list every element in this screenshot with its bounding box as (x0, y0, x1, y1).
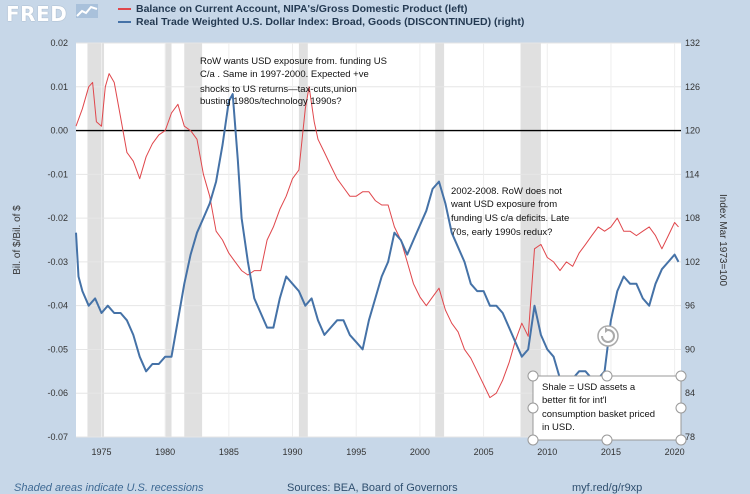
legend-item-current-account: Balance on Current Account, NIPA's/Gross… (118, 3, 468, 15)
x-tick-label: 2020 (665, 447, 685, 457)
footer-recession-note: Shaded areas indicate U.S. recessions (14, 482, 204, 494)
resize-handle[interactable] (601, 434, 613, 446)
resize-handle[interactable] (527, 434, 539, 446)
left-tick-label: -0.05 (47, 344, 68, 354)
right-tick-label: 114 (685, 169, 699, 179)
recession-band (87, 43, 105, 437)
x-tick-label: 1980 (155, 447, 175, 457)
left-tick-label: 0.01 (50, 82, 68, 92)
right-axis-ticks: 132 126 120 114 108 102 96 90 84 78 (685, 38, 700, 442)
annotation-line: in USD. (542, 422, 575, 433)
series-line-dollar-index (75, 93, 680, 387)
x-tick-label: 1985 (219, 447, 239, 457)
resize-handle[interactable] (675, 402, 687, 414)
resize-handles[interactable] (527, 370, 687, 446)
left-tick-label: -0.04 (47, 301, 68, 311)
left-tick-label: -0.06 (47, 388, 68, 398)
annotation-3[interactable]: Shale = USD assets a better fit for int'… (527, 325, 687, 446)
right-axis-label: Index Mar 1973=100 (717, 194, 728, 286)
right-tick-label: 102 (685, 257, 700, 267)
right-tick-label: 108 (685, 213, 700, 223)
annotation-line: better fit for int'l (542, 395, 607, 406)
x-tick-label: 1995 (346, 447, 366, 457)
legend-label: Real Trade Weighted U.S. Dollar Index: B… (136, 16, 525, 28)
left-tick-label: -0.03 (47, 257, 68, 267)
logo-chart-icon (76, 4, 98, 18)
legend-item-dollar-index: Real Trade Weighted U.S. Dollar Index: B… (118, 16, 524, 28)
legend-swatch-red (118, 8, 131, 11)
annotation-line: Shale = USD assets a (542, 382, 636, 393)
left-tick-label: -0.07 (47, 432, 68, 442)
fred-logo: FRED (6, 2, 68, 26)
series-lines (75, 73, 680, 399)
annotation-line: funding US c/a deficits. Late (451, 213, 569, 224)
series-line-current-account (75, 73, 679, 399)
x-tick-label: 2000 (410, 447, 430, 457)
x-tick-label: 2015 (601, 447, 621, 457)
x-tick-label: 2005 (474, 447, 494, 457)
resize-handle[interactable] (675, 434, 687, 446)
left-axis-ticks: 0.02 0.01 0.00 -0.01 -0.02 -0.03 -0.04 -0.05 -0.… (47, 38, 68, 442)
recession-band (435, 43, 445, 437)
right-tick-label: 90 (685, 344, 695, 354)
left-tick-label: 0.00 (50, 126, 68, 136)
recession-shading (87, 43, 541, 437)
annotation-1: RoW wants USD exposure from. funding US … (200, 56, 387, 107)
annotation-line: want USD exposure from (450, 199, 557, 210)
x-axis-ticks: 1975 1980 1985 1990 1995 2000 2005 2010 2015 2020 (91, 447, 684, 457)
left-tick-label: 0.02 (50, 38, 68, 48)
annotation-line: C/a . Same in 1997-2000. Expected +ve (200, 69, 369, 80)
annotation-line: shocks to US returns—tax-cuts,union (200, 84, 357, 95)
right-tick-label: 126 (685, 82, 700, 92)
footer-short-link[interactable]: myf.red/g/r9xp (572, 482, 643, 494)
annotation-line: 70s, early 1990s redux? (451, 227, 552, 238)
footer-sources: Sources: BEA, Board of Governors (287, 482, 458, 494)
left-tick-label: -0.02 (47, 213, 68, 223)
gridlines (76, 42, 681, 438)
legend-label: Balance on Current Account, NIPA's/Gross… (136, 3, 468, 15)
resize-handle[interactable] (601, 370, 613, 382)
recession-band (520, 43, 541, 437)
right-tick-label: 96 (685, 301, 695, 311)
annotation-selection-box[interactable] (532, 375, 682, 441)
recession-band (298, 43, 308, 437)
annotation-line: 2002-2008. RoW does not (451, 186, 562, 197)
annotation-line: busting 1980s/technology 1990s? (200, 96, 342, 107)
rotate-handle-icon[interactable] (597, 325, 619, 347)
x-tick-label: 2010 (537, 447, 557, 457)
x-tick-label: 1990 (283, 447, 303, 457)
resize-handle[interactable] (527, 370, 539, 382)
right-tick-label: 78 (685, 432, 695, 442)
right-tick-label: 84 (685, 388, 695, 398)
annotation-line: consumption basket priced (542, 409, 655, 420)
left-tick-label: -0.01 (47, 169, 68, 179)
left-axis-label: Bil. of $/Bil. of $ (12, 205, 23, 275)
right-tick-label: 132 (685, 38, 700, 48)
annotation-2: 2002-2008. RoW does not want USD exposur… (450, 186, 569, 238)
annotation-line: RoW wants USD exposure from. funding US (200, 56, 387, 67)
recession-band (165, 43, 172, 437)
right-tick-label: 120 (685, 126, 700, 136)
legend-swatch-blue (118, 21, 131, 24)
resize-handle[interactable] (527, 402, 539, 414)
resize-handle[interactable] (675, 370, 687, 382)
x-tick-label: 1975 (91, 447, 111, 457)
